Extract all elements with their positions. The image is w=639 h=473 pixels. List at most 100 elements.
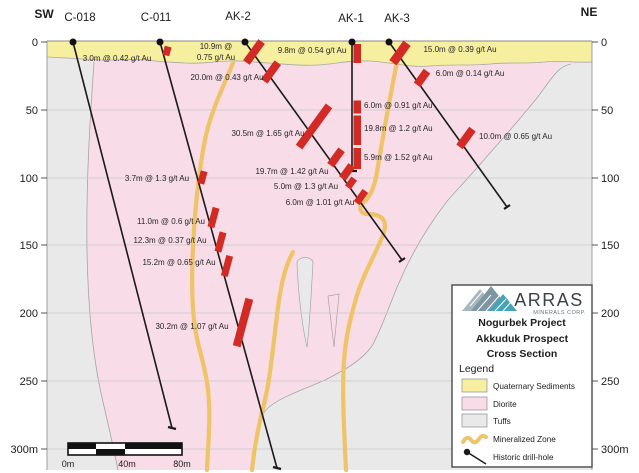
interval-bar [197, 170, 208, 185]
legend-swatch-tuffs [461, 413, 488, 428]
assay-annotation: 20.0m @ 0.43 g/t Au [190, 73, 263, 82]
hole-label-ak3: AK-3 [384, 13, 410, 25]
depth-left-200: 200 [20, 308, 38, 320]
legend-box: ARRAS MINERALS CORP. Nogurbek Project Ak… [451, 284, 593, 468]
drill-hole-end-tick-ak3 [503, 204, 511, 210]
legend-item-tuffs: Tuffs [461, 413, 511, 428]
assay-annotation: 15.0m @ 0.39 g/t Au [423, 45, 496, 54]
tuffs-left-boundary-line [86, 61, 119, 471]
legend-label-historic: Historic drill-hole [493, 453, 554, 462]
interval-bar [353, 115, 361, 145]
collar-dot-ak3 [385, 38, 393, 46]
scale-label-80m: 80m [173, 459, 191, 469]
drill-hole-end-tick-ak2 [398, 257, 406, 263]
collar-dot-ak2 [241, 38, 249, 46]
interval-bar [327, 147, 345, 168]
hole-labels: C-018 C-011 AK-2 AK-1 AK-3 [64, 11, 409, 25]
axis-ticks [41, 41, 598, 450]
assay-annotation: 6.0m @ 1.01 g/t Au [286, 198, 355, 207]
legend-item-quaternary: Quaternary Sediments [461, 378, 575, 393]
depth-right-0: 0 [601, 37, 607, 49]
collar-dots [69, 38, 393, 46]
interval-bar [413, 68, 431, 88]
scale-bar-segment [96, 449, 125, 455]
mineralized-zones [190, 59, 400, 473]
scale-label-0m: 0m [62, 459, 75, 469]
legend-label-quaternary: Quaternary Sediments [493, 382, 575, 391]
interval-bar [456, 126, 476, 150]
quaternary-bottom-edge [46, 56, 593, 67]
logo-hatching [469, 291, 512, 312]
brand-name: ARRAS [514, 290, 584, 310]
diorite-sliver [327, 293, 340, 348]
assay-annotation: 6.0m @ 0.14 g/t Au [436, 69, 505, 78]
assay-annotation: 30.2m @ 1.07 g/t Au [155, 322, 228, 331]
legend-drill-hole-line-icon [466, 451, 487, 465]
tuffs-ne-boundary-line [252, 63, 572, 471]
mineralized-zone-line-east [341, 59, 400, 473]
corner-labels: SW NE [34, 5, 597, 21]
assay-annotation: 30.5m @ 1.65 g/t Au [231, 129, 304, 138]
interval-bar [389, 40, 411, 66]
legend-prospect-title: Akkuduk Prospect [476, 333, 569, 345]
interval-bar [339, 163, 355, 181]
legend-section-title: Cross Section [487, 348, 558, 360]
depth-right-250: 250 [601, 376, 619, 388]
mineralized-zone-line-central [249, 249, 296, 473]
assay-annotation: 3.7m @ 1.3 g/t Au [125, 174, 189, 183]
depth-left-0: 0 [32, 37, 38, 49]
assay-annotation: 9.8m @ 0.54 g/t Au [278, 46, 347, 55]
interval-bar [353, 44, 361, 63]
interval-bar [353, 148, 361, 169]
depth-right-150: 150 [601, 240, 619, 252]
depth-right-100: 100 [601, 173, 619, 185]
quaternary-region [47, 41, 592, 67]
drill-hole-line-c018 [72, 41, 173, 429]
sw-label: SW [34, 7, 54, 21]
depth-right-50: 50 [601, 105, 613, 117]
depth-left-250: 250 [20, 376, 38, 388]
scale-bar-segment [68, 443, 96, 449]
assay-annotation: 10.9m @ [200, 42, 233, 51]
legend-swatch-quaternary [461, 378, 488, 393]
assay-annotation: 19.8m @ 1.2 g/t Au [364, 124, 433, 133]
interval-bar [344, 176, 358, 190]
assay-interval-bars [162, 39, 476, 348]
ne-label: NE [581, 5, 598, 19]
interval-bar [232, 297, 254, 348]
tuffs-region-left [47, 57, 118, 470]
assay-annotation: 6.0m @ 0.91 g/t Au [364, 101, 433, 110]
depth-left-300: 300m [10, 444, 38, 456]
assay-annotation: 19.7m @ 1.42 g/t Au [255, 167, 328, 176]
legend-label-mineralized: Mineralized Zone [493, 435, 556, 444]
interval-bar [220, 254, 234, 278]
assay-annotations: 3.0m @ 0.42 g/t Au 10.9m @ 0.75 g/t Au 9… [83, 42, 552, 331]
interval-bar [295, 103, 333, 150]
depth-right-300: 300m [601, 444, 629, 456]
arras-logo: ARRAS MINERALS CORP. [462, 286, 586, 316]
interval-bar [162, 45, 172, 57]
legend-swatch-mineralized-squiggle [461, 433, 488, 445]
assay-annotation: 10.0m @ 0.65 g/t Au [479, 132, 552, 141]
interval-bar [353, 188, 369, 206]
depth-right-200: 200 [601, 308, 619, 320]
collar-dot-ak1 [348, 38, 356, 46]
assay-annotation: 11.0m @ 0.6 g/t Au [137, 217, 205, 226]
hole-label-ak1: AK-1 [338, 13, 364, 25]
legend-project-title: Nogurbek Project [478, 317, 566, 329]
assay-annotation: 5.0m @ 1.3 g/t Au [274, 182, 338, 191]
depth-left-50: 50 [26, 105, 38, 117]
mineralized-zone-line-west [190, 60, 236, 473]
hole-label-c018: C-018 [64, 12, 95, 24]
depth-left-100: 100 [20, 173, 38, 185]
interval-bar [207, 206, 220, 229]
legend-swatch-diorite [461, 396, 488, 411]
depth-labels-right: 0 50 100 150 200 250 300m [601, 37, 629, 456]
assay-annotation: 3.0m @ 0.42 g/t Au [83, 54, 152, 63]
drill-hole-end-tick-c011 [272, 465, 282, 471]
depth-left-150: 150 [20, 240, 38, 252]
brand-subtitle: MINERALS CORP. [533, 310, 586, 316]
legend-box-frame [451, 284, 593, 468]
assay-annotation: 5.9m @ 1.52 g/t Au [364, 153, 433, 162]
